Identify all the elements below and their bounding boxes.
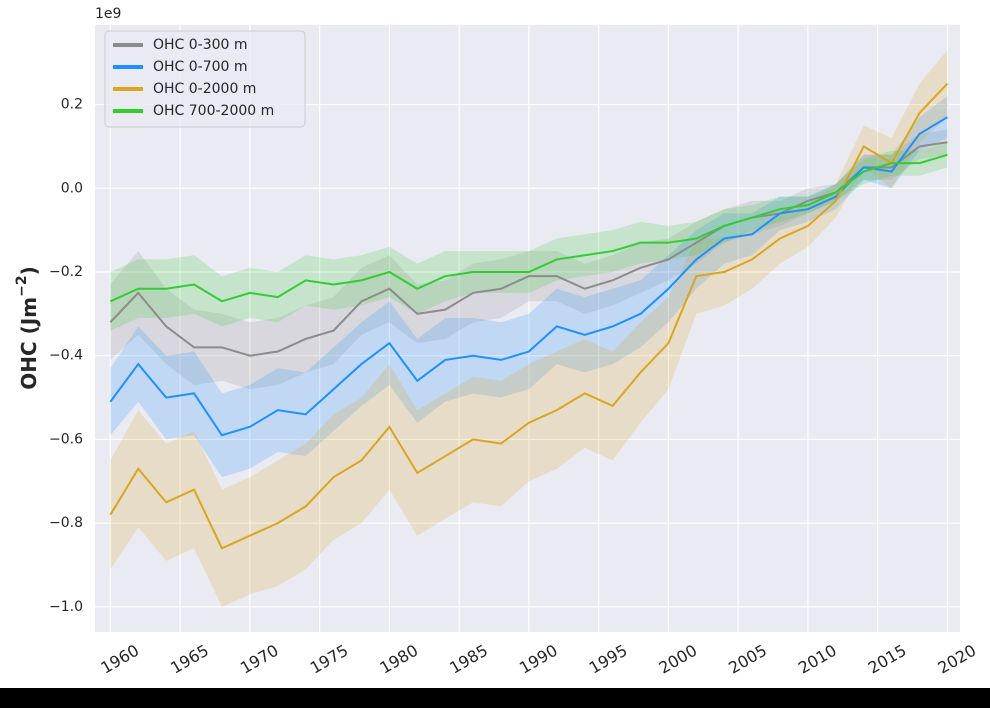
line — [109, 82, 949, 550]
line — [109, 153, 948, 303]
y-tick-label: −0.2 — [49, 264, 83, 280]
line — [109, 141, 948, 357]
x-tick-label: 1990 — [516, 641, 561, 678]
x-tick-label: 1980 — [376, 641, 421, 678]
legend-box — [104, 30, 306, 128]
legend-label: OHC 700-2000 m — [153, 103, 274, 119]
error-band — [110, 50, 948, 607]
y-tick-label: 0.2 — [61, 97, 83, 113]
x-tick-label: 1965 — [167, 641, 212, 678]
line — [109, 116, 948, 437]
y-label-text: OHC (Jm — [17, 297, 41, 390]
y-tick-label: −1.0 — [49, 599, 83, 615]
y-tick-label: 0.0 — [61, 180, 83, 196]
offset-text: 1e9 — [95, 6, 121, 22]
y-label-sup: −2 — [14, 275, 30, 296]
error-band — [110, 129, 948, 390]
y-axis-label: OHC (Jm−2) — [14, 266, 41, 389]
x-tick-label: 1985 — [446, 641, 491, 678]
legend-label: OHC 0-2000 m — [153, 81, 256, 97]
x-tick-label: 2010 — [795, 641, 840, 678]
x-tick-label: 2000 — [656, 641, 701, 678]
error-band — [110, 142, 948, 331]
x-tick-label: 2020 — [935, 641, 980, 678]
x-tick-label: 2005 — [725, 641, 770, 678]
y-label-text: ) — [17, 266, 41, 275]
x-tick-label: 1960 — [97, 641, 142, 678]
legend-label: OHC 0-300 m — [153, 37, 248, 53]
x-tick-label: 2015 — [865, 641, 910, 678]
x-tick-label: 1970 — [237, 641, 282, 678]
bottom-bar — [0, 688, 990, 708]
x-tick-label: 1995 — [586, 641, 631, 678]
y-tick-label: −0.6 — [49, 431, 83, 447]
x-tick-label: 1975 — [307, 641, 352, 678]
y-tick-label: −0.8 — [49, 515, 83, 531]
y-tick-label: −0.4 — [49, 348, 83, 364]
error-band — [110, 96, 948, 478]
legend-label: OHC 0-700 m — [153, 59, 248, 75]
